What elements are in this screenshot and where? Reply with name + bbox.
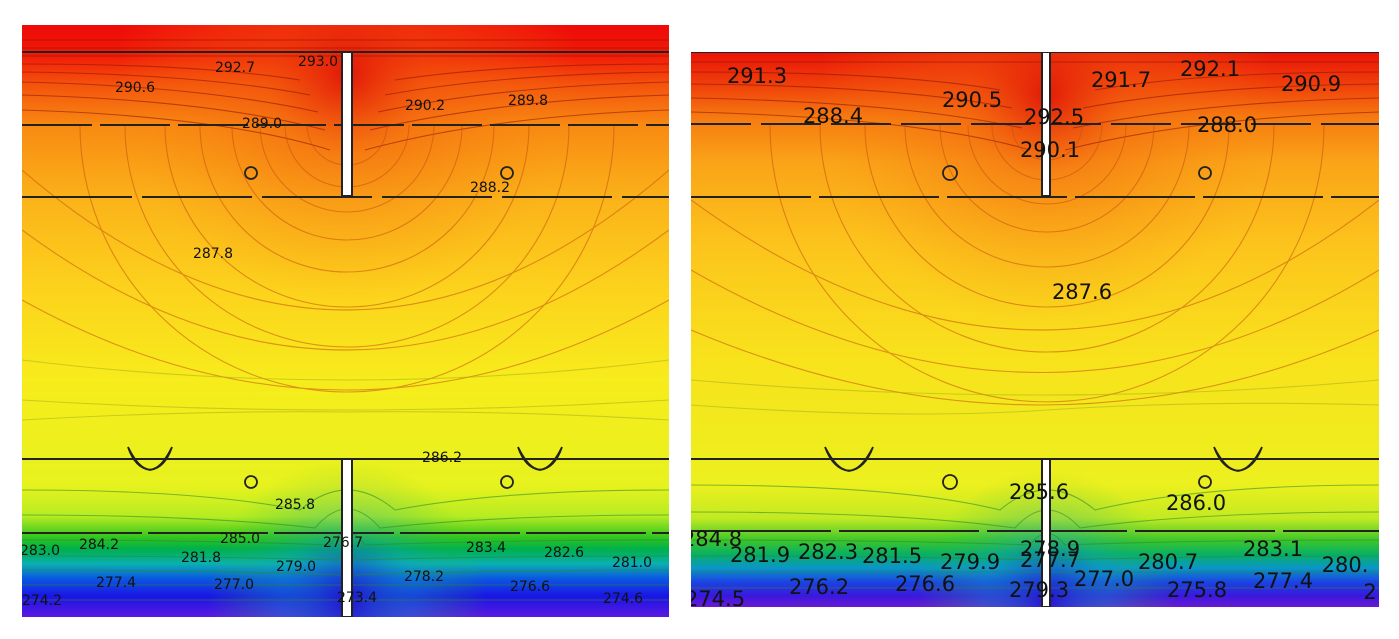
right-layer-boundaries [691, 52, 1379, 532]
right-contour-label: 283.1 [1243, 537, 1303, 561]
right-contour-label: 292.1 [1180, 57, 1240, 81]
right-bottom-slot [1041, 458, 1051, 607]
right-contour-label: 277.4 [1253, 569, 1313, 593]
right-contour-label: 280.7 [1138, 550, 1198, 574]
right-contour-label: 285.6 [1009, 480, 1069, 504]
right-contour-label: 2 [1363, 580, 1376, 604]
left-top-slot [341, 51, 353, 197]
left-contour-label: 273.4 [337, 590, 377, 606]
left-contour-label: 281.0 [612, 555, 652, 571]
right-top-slot [1041, 52, 1051, 197]
right-contour-labels: 291.3 290.5 291.7 292.1 290.9 288.4 292.5 288.0… [682, 57, 1377, 611]
left-contour-label: 279.0 [276, 559, 316, 575]
left-contour-labels: 290.6 292.7 293.0 290.2 289.8 289.0 288.2 287.8… [20, 54, 652, 609]
left-contour-label: 277.4 [96, 575, 136, 591]
left-contour-label: 290.6 [115, 80, 155, 96]
right-pipe-circle [1198, 475, 1212, 489]
right-contour-label: 281.5 [862, 544, 922, 568]
right-crescent-shape [824, 446, 874, 472]
right-contour-label: 286.0 [1166, 491, 1226, 515]
right-contour-label: 288.4 [803, 104, 863, 128]
left-pipe-circle [244, 166, 258, 180]
right-pipe-circle [1198, 166, 1212, 180]
left-contour-label: 278.2 [404, 569, 444, 585]
right-contour-label: 287.6 [1052, 280, 1112, 304]
left-pipe-circle [500, 166, 514, 180]
right-contour-label: 290.5 [942, 88, 1002, 112]
left-contour-label: 274.2 [22, 593, 62, 609]
left-crescent-shape [517, 446, 563, 471]
right-contour-label: 274.5 [685, 587, 745, 611]
left-contour-label: 283.0 [20, 543, 60, 559]
left-contour-label: 292.7 [215, 60, 255, 76]
left-contour-label: 285.0 [220, 531, 260, 547]
left-contour-label: 284.2 [79, 537, 119, 553]
left-pipe-circle [500, 475, 514, 489]
left-bottom-slot [341, 458, 353, 617]
left-pipe-circle [244, 475, 258, 489]
left-isotherms-arcs [22, 124, 669, 393]
left-isotherms-mid [22, 359, 669, 421]
left-contour-label: 281.8 [181, 550, 221, 566]
right-contour-label: 290.1 [1020, 138, 1080, 162]
right-contour-label: 280. [1322, 553, 1369, 577]
right-contour-label: 290.9 [1281, 72, 1341, 96]
left-contour-label: 276.7 [323, 535, 363, 551]
left-contour-label: 289.8 [508, 93, 548, 109]
right-contour-label: 291.7 [1091, 68, 1151, 92]
left-isotherms-top [22, 39, 669, 151]
left-contour-label: 289.0 [242, 116, 282, 132]
right-pipe-circle [942, 474, 958, 490]
left-crescent-shape [127, 446, 173, 471]
left-contour-label: 277.0 [214, 577, 254, 593]
left-contour-label: 290.2 [405, 98, 445, 114]
left-contour-label: 287.8 [193, 246, 233, 262]
left-contour-label: 288.2 [470, 180, 510, 196]
right-contour-label: 276.2 [789, 575, 849, 599]
right-contour-label: 275.8 [1167, 578, 1227, 602]
right-contour-label: 292.5 [1024, 105, 1084, 129]
left-contour-label: 282.6 [544, 545, 584, 561]
right-contour-label: 278.9 [1020, 537, 1080, 561]
right-contour-label: 282.3 [798, 540, 858, 564]
left-contour-label: 293.0 [298, 54, 338, 70]
left-contour-label: 286.2 [422, 450, 462, 466]
left-contour-label: 274.6 [603, 591, 643, 607]
right-contour-label: 279.9 [940, 550, 1000, 574]
right-contour-label: 291.3 [727, 64, 787, 88]
right-contour-panel: 291.3 290.5 291.7 292.1 290.9 288.4 292.5 288.0… [682, 52, 1379, 611]
left-contour-label: 285.8 [275, 497, 315, 513]
right-contour-label: 281.9 [730, 543, 790, 567]
right-contour-label: 277.7 [1020, 548, 1080, 572]
right-contour-label: 276.6 [895, 572, 955, 596]
right-contour-label: 288.0 [1197, 113, 1257, 137]
left-contour-label: 283.4 [466, 540, 506, 556]
right-crescent-shape [1213, 446, 1263, 472]
right-contour-label: 277.0 [1074, 567, 1134, 591]
right-contour-label: 279.3 [1009, 578, 1069, 602]
right-pipe-circle [942, 165, 958, 181]
right-isotherms-bottom [691, 484, 1379, 589]
left-contour-panel: 290.6 292.7 293.0 290.2 289.8 289.0 288.2 287.8… [20, 25, 669, 617]
right-isotherms-mid [691, 379, 1379, 415]
right-contour-label: 284.8 [682, 527, 742, 551]
left-contour-label: 276.6 [510, 579, 550, 595]
